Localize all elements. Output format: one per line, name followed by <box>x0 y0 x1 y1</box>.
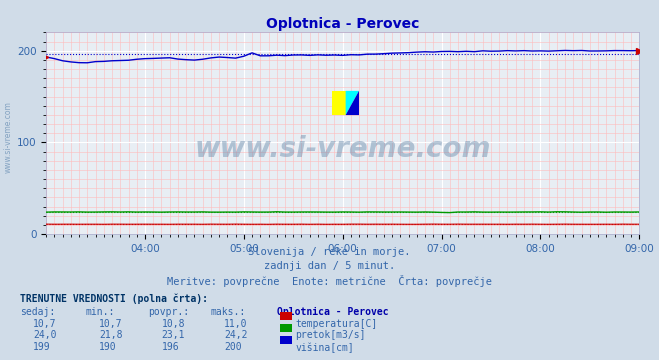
Text: 199: 199 <box>33 342 51 352</box>
Text: TRENUTNE VREDNOSTI (polna črta):: TRENUTNE VREDNOSTI (polna črta): <box>20 293 208 304</box>
Text: www.si-vreme.com: www.si-vreme.com <box>3 101 13 173</box>
Text: pretok[m3/s]: pretok[m3/s] <box>295 330 366 341</box>
Polygon shape <box>346 91 359 115</box>
Text: 190: 190 <box>99 342 117 352</box>
Text: 196: 196 <box>161 342 179 352</box>
Text: 21,8: 21,8 <box>99 330 123 341</box>
Text: povpr.:: povpr.: <box>148 307 189 317</box>
Text: sedaj:: sedaj: <box>20 307 55 317</box>
Text: Oplotnica - Perovec: Oplotnica - Perovec <box>277 307 388 317</box>
Bar <box>332 91 346 115</box>
Text: min.:: min.: <box>86 307 115 317</box>
Text: www.si-vreme.com: www.si-vreme.com <box>194 135 491 163</box>
Text: 11,0: 11,0 <box>224 319 248 329</box>
Text: maks.:: maks.: <box>211 307 246 317</box>
Text: 10,7: 10,7 <box>33 319 57 329</box>
Text: višina[cm]: višina[cm] <box>295 342 354 353</box>
Text: 24,0: 24,0 <box>33 330 57 341</box>
Text: 10,8: 10,8 <box>161 319 185 329</box>
Text: Slovenija / reke in morje.: Slovenija / reke in morje. <box>248 247 411 257</box>
Title: Oplotnica - Perovec: Oplotnica - Perovec <box>266 17 419 31</box>
Text: 24,2: 24,2 <box>224 330 248 341</box>
Text: zadnji dan / 5 minut.: zadnji dan / 5 minut. <box>264 261 395 271</box>
Text: 200: 200 <box>224 342 242 352</box>
Text: Meritve: povprečne  Enote: metrične  Črta: povprečje: Meritve: povprečne Enote: metrične Črta:… <box>167 275 492 287</box>
Text: 23,1: 23,1 <box>161 330 185 341</box>
Text: temperatura[C]: temperatura[C] <box>295 319 378 329</box>
Text: 10,7: 10,7 <box>99 319 123 329</box>
Polygon shape <box>346 91 359 115</box>
